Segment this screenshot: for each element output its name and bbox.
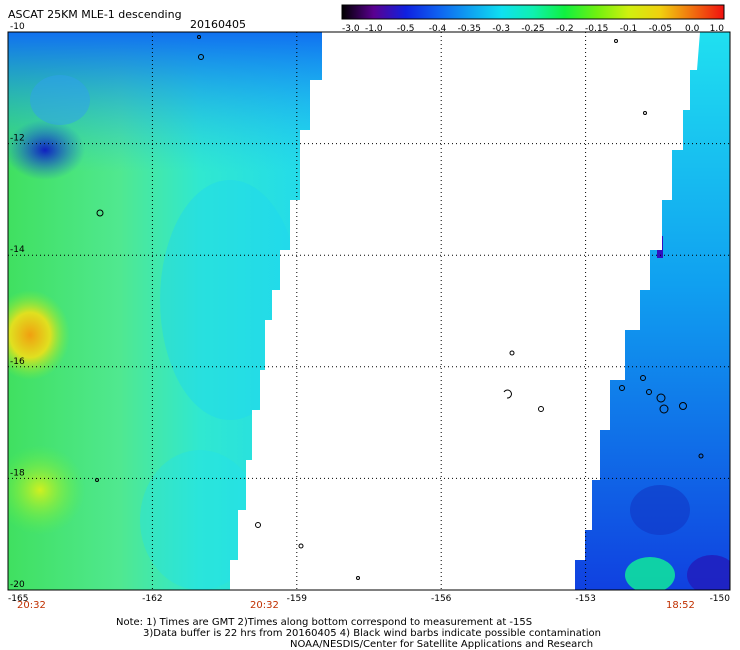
grid-lines [8, 32, 730, 590]
colorbar-label: -3.0 [342, 24, 360, 34]
right-swath [575, 32, 730, 590]
colorbar-label: -0.15 [585, 24, 608, 34]
colorbar-label: -0.35 [458, 24, 481, 34]
left-swath [8, 32, 322, 590]
colorbar-label: -0.1 [620, 24, 638, 34]
note-line-1: Note: 1) Times are GMT 2)Times along bot… [116, 617, 533, 628]
island-outlines [95, 35, 704, 580]
colorbar-label: -0.3 [492, 24, 510, 34]
colorbar-gradient [341, 4, 725, 20]
y-tick-labels: -10 -12 -14 -16 -18 -20 [10, 22, 25, 590]
y-tick-label: -20 [10, 580, 25, 590]
chart-title: ASCAT 25KM MLE-1 descending [8, 8, 182, 21]
y-tick-label: -10 [10, 22, 25, 32]
x-tick-label: -165 [8, 594, 28, 604]
x-tick-label: -150 [710, 594, 731, 604]
map-plot: -165 -162 -159 -156 -153 -150 -10 -12 -14 -16 -18… [7, 22, 731, 604]
colorbar-label: -0.2 [556, 24, 574, 34]
colorbar-label: -0.05 [649, 24, 672, 34]
time-middle: 20:32 [250, 600, 279, 611]
y-tick-label: -18 [10, 468, 25, 478]
x-tick-labels: -165 -162 -159 -156 -153 -150 [8, 594, 730, 604]
time-left: 20:32 [17, 600, 46, 611]
note-line-3: NOAA/NESDIS/Center for Satellite Applica… [290, 639, 594, 650]
colorbar-label: 1.0 [710, 24, 725, 34]
time-right: 18:52 [666, 600, 695, 611]
chart-date: 20160405 [190, 18, 246, 31]
colorbar-label: -0.25 [521, 24, 544, 34]
colorbar-label: -1.0 [365, 24, 383, 34]
x-tick-label: -159 [287, 594, 308, 604]
colorbar: -3.0 -1.0 -0.5 -0.4 -0.35 -0.3 -0.25 -0.2 -0.15 -… [341, 4, 725, 34]
x-tick-label: -153 [575, 594, 595, 604]
x-tick-label: -162 [142, 594, 162, 604]
colorbar-label: -0.5 [397, 24, 415, 34]
y-tick-label: -16 [10, 357, 25, 367]
x-tick-label: -156 [431, 594, 452, 604]
colorbar-label: 0.0 [685, 24, 700, 34]
y-tick-label: -14 [10, 245, 25, 255]
note-line-2: 3)Data buffer is 22 hrs from 20160405 4)… [143, 628, 601, 639]
y-tick-label: -12 [10, 134, 25, 144]
colorbar-label: -0.4 [429, 24, 447, 34]
plot-frame [7, 31, 731, 591]
